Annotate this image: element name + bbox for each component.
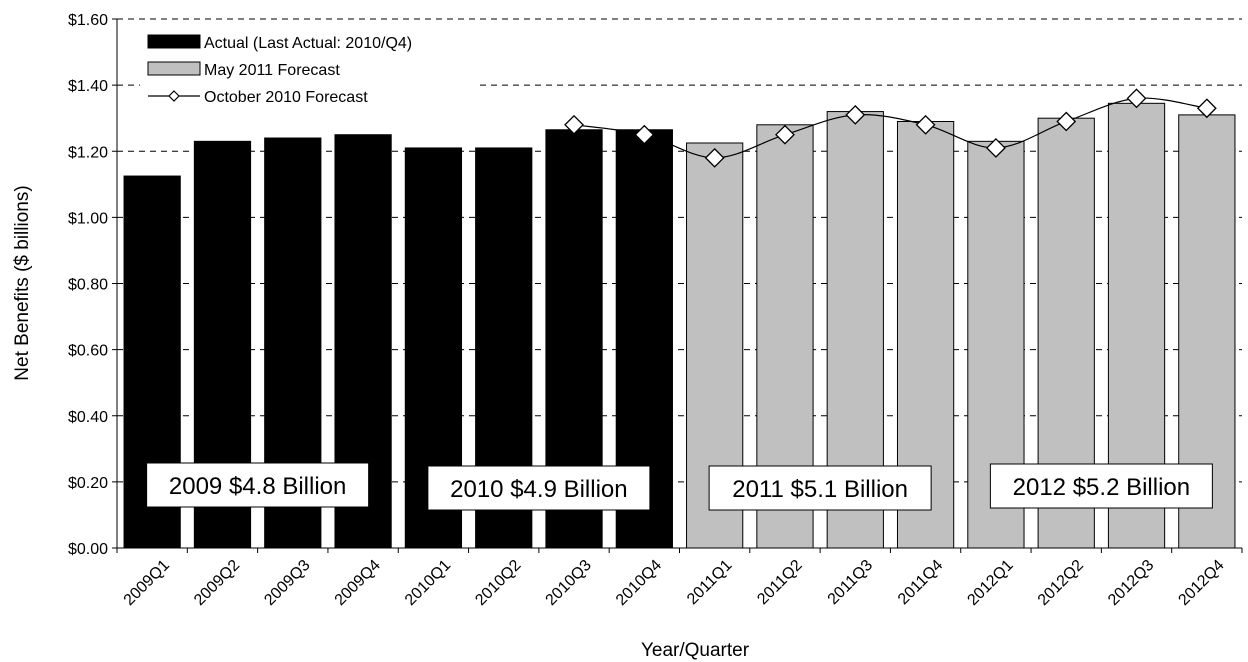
annotation-text: 2011 $5.1 Billion <box>732 476 908 503</box>
legend-label: May 2011 Forecast <box>204 62 340 79</box>
x-tick-label: 2010Q1 <box>402 557 454 609</box>
forecast-point-2011Q2 <box>775 124 795 145</box>
legend: Actual (Last Actual: 2010/Q4) May 2011 Fo… <box>140 24 475 116</box>
annotation-box <box>427 465 651 511</box>
forecast-line <box>564 88 1217 168</box>
forecast-curve <box>573 97 1207 159</box>
legend-item-2: May 2011 Forecast <box>147 61 340 79</box>
x-tick-label: 2009Q2 <box>191 557 243 609</box>
x-tick-label: 2009Q1 <box>121 557 173 609</box>
annotation-box <box>989 463 1213 509</box>
y-axis-title: Net Benefits ($ billions) <box>12 185 33 380</box>
x-tick-labels: 2009Q1 2009Q2 2009Q3 2009Q4 2010Q1 2010Q2 2010… <box>121 557 1228 609</box>
y-tick-labels: $0.00 $0.20 $0.40 $0.60 $0.80 $1.00 $1.20 $1.40… <box>68 12 108 558</box>
x-tick-label: 2011Q3 <box>825 557 877 609</box>
annotation-box <box>146 462 370 508</box>
y-tick-label: $1.60 <box>68 12 108 29</box>
annotation-1: 2009 $4.8 Billion <box>146 462 370 508</box>
annotation-3: 2011 $5.1 Billion <box>708 465 932 511</box>
y-tick-label: $0.40 <box>68 409 108 426</box>
forecast-point-2010Q3 <box>564 114 584 135</box>
y-tick-label: $0.80 <box>68 277 108 294</box>
y-tick-label: $0.60 <box>68 343 108 360</box>
annotation-text: 2012 $5.2 Billion <box>1013 474 1190 501</box>
forecast-point-2011Q1 <box>704 147 725 168</box>
forecast-point-2010Q4 <box>634 124 655 145</box>
x-tick-label: 2011Q4 <box>895 557 947 609</box>
x-tick-label: 2012Q4 <box>1175 557 1227 609</box>
x-tick-label: 2012Q2 <box>1035 557 1087 609</box>
x-tick-label: 2010Q2 <box>472 557 524 609</box>
y-tick-label: $0.00 <box>68 541 108 558</box>
forecast-point-2012Q4 <box>1196 98 1217 119</box>
x-tick-label: 2012Q3 <box>1105 557 1157 609</box>
legend-label: October 2010 Forecast <box>204 89 368 106</box>
y-tick-label: $0.20 <box>68 475 108 492</box>
annotation-text: 2009 $4.8 Billion <box>169 473 346 500</box>
annotation-box <box>708 465 932 511</box>
x-tick-label: 2012Q1 <box>964 557 1016 609</box>
annotation-2: 2010 $4.9 Billion <box>427 465 651 511</box>
x-tick-label: 2009Q4 <box>332 557 384 609</box>
annotation-4: 2012 $5.2 Billion <box>989 463 1213 509</box>
legend-item-1: Actual (Last Actual: 2010/Q4) <box>147 34 412 52</box>
y-tick-label: $1.00 <box>68 210 108 227</box>
annotation-text: 2010 $4.9 Billion <box>450 476 627 503</box>
forecast-point-2011Q4 <box>915 114 936 135</box>
y-tick-label: $1.20 <box>68 144 108 161</box>
forecast-point-2012Q3 <box>1126 88 1147 109</box>
x-tick-label: 2009Q3 <box>261 557 313 609</box>
legend-swatch <box>147 61 201 76</box>
y-tick-label: $1.40 <box>68 78 108 95</box>
x-tick-label: 2011Q2 <box>754 557 806 609</box>
x-tick-label: 2010Q3 <box>543 557 595 609</box>
x-tick-label: 2010Q4 <box>613 557 665 609</box>
forecast-point-2011Q3 <box>845 104 866 125</box>
x-axis-title: Year/Quarter <box>641 640 750 661</box>
year-annotations: 2009 $4.8 Billion 2010 $4.9 Billion 2011 $… <box>146 462 1213 511</box>
axes <box>112 18 1243 553</box>
x-tick-label: 2011Q1 <box>684 557 736 609</box>
forecast-point-2012Q1 <box>985 138 1006 158</box>
legend-label: Actual (Last Actual: 2010/Q4) <box>204 35 412 52</box>
forecast-point-2012Q2 <box>1056 111 1077 132</box>
legend-item-3: October 2010 Forecast <box>148 89 368 106</box>
legend-marker <box>168 90 180 102</box>
legend-swatch <box>147 34 201 49</box>
